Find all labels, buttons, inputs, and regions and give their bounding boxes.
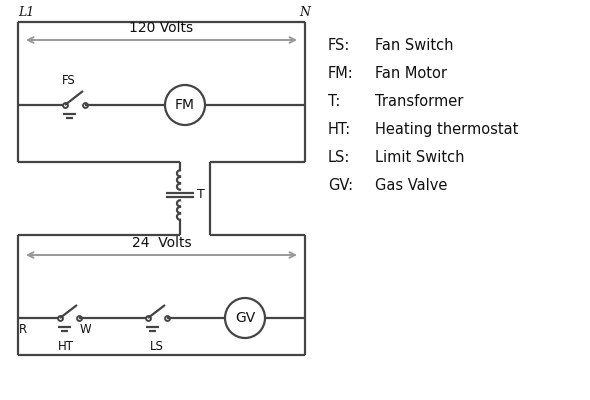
Text: Fan Motor: Fan Motor (375, 66, 447, 81)
Text: LS:: LS: (328, 150, 350, 165)
Text: Heating thermostat: Heating thermostat (375, 122, 519, 137)
Text: FM: FM (175, 98, 195, 112)
Text: Fan Switch: Fan Switch (375, 38, 454, 53)
Text: N: N (300, 6, 310, 19)
Text: HT: HT (58, 340, 74, 353)
Text: Limit Switch: Limit Switch (375, 150, 464, 165)
Text: FS: FS (62, 74, 76, 87)
Text: LS: LS (150, 340, 164, 353)
Text: FM:: FM: (328, 66, 354, 81)
Text: R: R (19, 323, 27, 336)
Text: T:: T: (328, 94, 340, 109)
Text: L1: L1 (18, 6, 34, 19)
Text: GV:: GV: (328, 178, 353, 193)
Text: HT:: HT: (328, 122, 351, 137)
Text: 120 Volts: 120 Volts (129, 21, 194, 35)
Text: T: T (197, 188, 205, 202)
Text: GV: GV (235, 311, 255, 325)
Text: W: W (80, 323, 91, 336)
Text: Gas Valve: Gas Valve (375, 178, 447, 193)
Text: 24  Volts: 24 Volts (132, 236, 191, 250)
Text: FS:: FS: (328, 38, 350, 53)
Text: Transformer: Transformer (375, 94, 463, 109)
